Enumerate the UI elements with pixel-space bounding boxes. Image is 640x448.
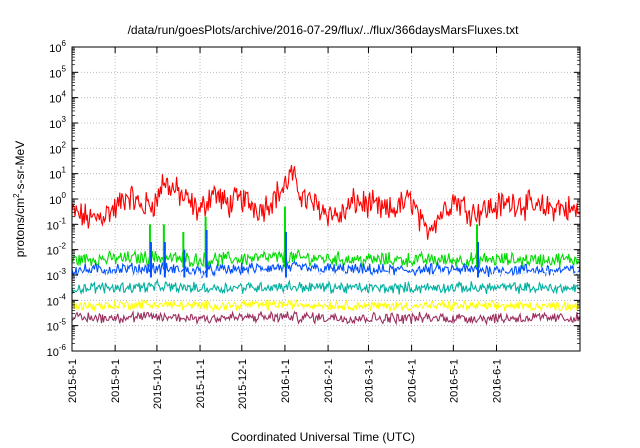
x-tick-label: 2016-5-1	[448, 359, 460, 403]
y-tick-label: 10-2	[47, 242, 67, 258]
y-tick-exponent: 3	[62, 115, 67, 124]
series-line	[71, 260, 581, 279]
y-tick-base: 10	[49, 119, 61, 131]
x-tick-label: 2016-3-1	[363, 359, 375, 403]
x-tick-label: 2015-11-1	[195, 359, 207, 408]
series-layer	[71, 164, 581, 326]
y-tick-base: 10	[47, 347, 59, 359]
y-tick-base: 10	[49, 144, 61, 156]
y-tick-label: 105	[49, 64, 66, 80]
y-axis-label: protons/cm2-s-sr-MeV	[12, 141, 27, 257]
y-tick-base: 10	[49, 94, 61, 106]
y-tick-label: 101	[49, 166, 66, 182]
x-tick-label: 2016-6-1	[491, 359, 503, 403]
y-tick-exponent: 0	[62, 191, 67, 200]
series-line	[71, 164, 581, 240]
series-line	[71, 249, 581, 269]
x-tick-label: 2016-2-1	[323, 359, 335, 403]
y-axis-label-sup: 2	[12, 193, 21, 198]
y-tick-label: 103	[49, 115, 66, 131]
y-tick-base: 10	[47, 296, 59, 308]
y-tick-exponent: 4	[62, 90, 67, 99]
chart-title: /data/run/goesPlots/archive/2016-07-29/f…	[128, 23, 520, 37]
y-tick-base: 10	[47, 246, 59, 258]
y-tick-exponent: -2	[59, 242, 67, 251]
y-tick-label: 106	[49, 39, 66, 55]
y-tick-exponent: 2	[62, 140, 67, 149]
y-tick-base: 10	[49, 68, 61, 80]
y-tick-label: 10-1	[47, 216, 67, 232]
y-tick-exponent: -1	[59, 216, 67, 225]
series-line	[71, 298, 581, 313]
x-tick-label: 2015-12-1	[237, 359, 249, 409]
y-tick-base: 10	[49, 195, 61, 207]
y-tick-label: 104	[49, 90, 66, 106]
x-tick-label: 2016-1-1	[280, 359, 292, 403]
x-axis: 2015-8-1 2015-9-1 2015-10-1 2015-11-1 2015-1…	[67, 47, 503, 409]
y-tick-exponent: 6	[62, 39, 67, 48]
y-tick-label: 10-3	[47, 267, 67, 283]
y-tick-base: 10	[47, 322, 59, 334]
y-tick-exponent: -4	[59, 292, 67, 301]
series-line	[71, 268, 581, 284]
y-axis-label-base: protons/cm	[13, 198, 27, 257]
y-tick-exponent: -6	[59, 343, 67, 352]
y-tick-label: 10-6	[47, 343, 67, 359]
x-axis-label: Coordinated Universal Time (UTC)	[231, 430, 415, 444]
y-tick-label: 102	[49, 140, 66, 156]
y-axis-label-rest: -s-sr-MeV	[13, 141, 27, 194]
y-tick-exponent: 5	[62, 64, 67, 73]
x-tick-label: 2015-8-1	[67, 359, 79, 403]
y-axis: 10-610-510-410-310-210-11001011021031041…	[47, 39, 580, 359]
y-tick-exponent: 1	[62, 166, 67, 175]
x-tick-label: 2015-9-1	[110, 359, 122, 403]
y-tick-label: 100	[49, 191, 66, 207]
series-line	[71, 278, 581, 295]
y-tick-exponent: -5	[59, 318, 67, 327]
y-tick-label: 10-5	[47, 318, 67, 334]
x-tick-label: 2016-4-1	[407, 359, 419, 403]
y-tick-base: 10	[49, 43, 61, 55]
y-tick-exponent: -3	[59, 267, 67, 276]
y-tick-base: 10	[47, 271, 59, 283]
y-tick-label: 10-4	[47, 292, 67, 308]
y-tick-base: 10	[49, 170, 61, 182]
x-tick-label: 2015-10-1	[152, 359, 164, 409]
y-tick-base: 10	[47, 220, 59, 232]
series-line	[71, 310, 581, 326]
grid	[71, 47, 580, 351]
